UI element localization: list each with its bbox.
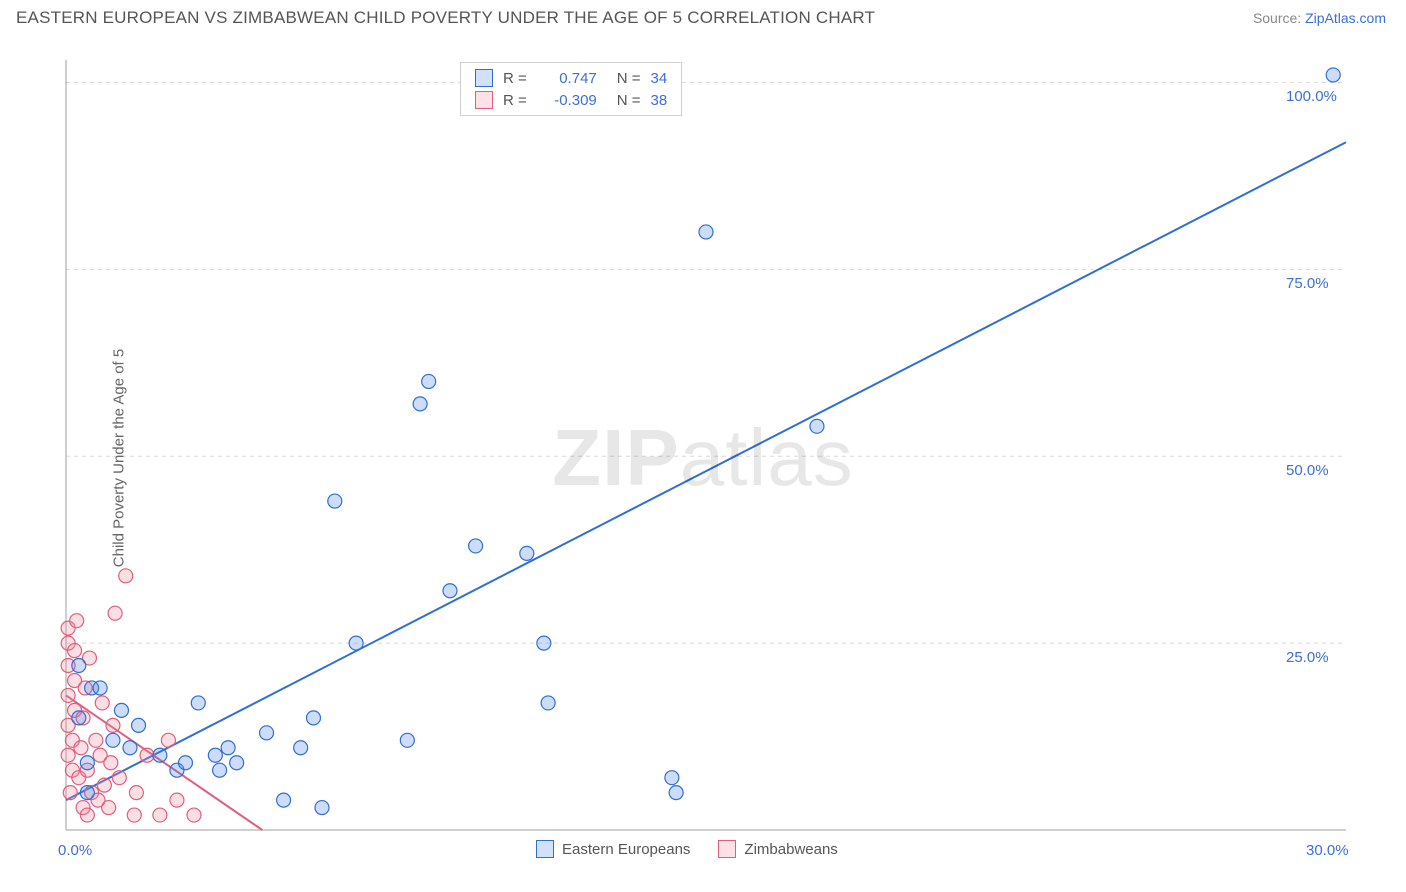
legend-item: Eastern Europeans bbox=[536, 840, 690, 858]
source-link[interactable]: ZipAtlas.com bbox=[1305, 10, 1386, 26]
legend-swatch-icon bbox=[475, 91, 493, 109]
legend-swatch-icon bbox=[536, 840, 554, 858]
legend-n-label: N = bbox=[617, 92, 641, 109]
legend-r-label: R = bbox=[503, 92, 527, 109]
correlation-legend: R = 0.747 N = 34 R = -0.309 N = 38 bbox=[460, 62, 682, 116]
scatter-chart bbox=[16, 40, 1406, 880]
legend-swatch-icon bbox=[475, 69, 493, 87]
y-tick-label: 75.0% bbox=[1286, 275, 1329, 292]
legend-series-name: Eastern Europeans bbox=[562, 841, 690, 858]
source-prefix: Source: bbox=[1253, 10, 1305, 26]
y-tick-label: 100.0% bbox=[1286, 88, 1337, 105]
legend-row: R = -0.309 N = 38 bbox=[461, 89, 681, 111]
legend-n-label: N = bbox=[617, 70, 641, 87]
legend-r-value: -0.309 bbox=[537, 92, 597, 109]
legend-r-label: R = bbox=[503, 70, 527, 87]
legend-n-value: 38 bbox=[651, 92, 668, 109]
y-axis-label: Child Poverty Under the Age of 5 bbox=[111, 349, 128, 567]
y-tick-label: 25.0% bbox=[1286, 649, 1329, 666]
y-tick-label: 50.0% bbox=[1286, 462, 1329, 479]
x-tick-label: 0.0% bbox=[58, 842, 92, 859]
legend-row: R = 0.747 N = 34 bbox=[461, 67, 681, 89]
series-legend: Eastern Europeans Zimbabweans bbox=[536, 840, 838, 858]
x-tick-label: 30.0% bbox=[1306, 842, 1349, 859]
legend-item: Zimbabweans bbox=[718, 840, 837, 858]
legend-r-value: 0.747 bbox=[537, 70, 597, 87]
page-title: EASTERN EUROPEAN VS ZIMBABWEAN CHILD POV… bbox=[16, 8, 875, 28]
legend-swatch-icon bbox=[718, 840, 736, 858]
legend-n-value: 34 bbox=[651, 70, 668, 87]
chart-container: Child Poverty Under the Age of 5 ZIPatla… bbox=[16, 40, 1390, 876]
source-label: Source: ZipAtlas.com bbox=[1253, 10, 1386, 26]
legend-series-name: Zimbabweans bbox=[744, 841, 837, 858]
